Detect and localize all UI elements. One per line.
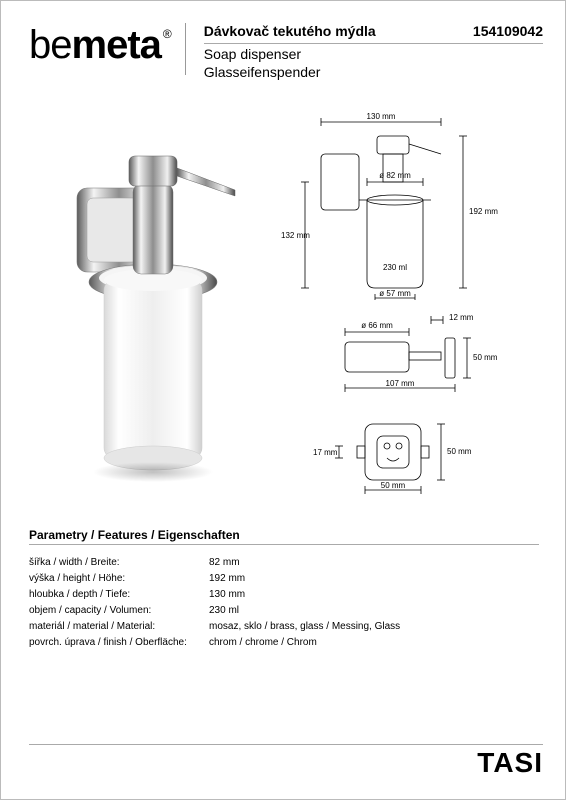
- diagrams-column: 130 mm ø 82 mm 192 mm 132 mm 230 ml ø 57…: [275, 110, 543, 500]
- diagram-front: 130 mm ø 82 mm 192 mm 132 mm 230 ml ø 57…: [281, 110, 511, 300]
- dim-width-top: 130 mm: [367, 112, 396, 121]
- feature-label: povrch. úprava / finish / Oberfläche:: [29, 635, 209, 651]
- title-block: Dávkovač tekutého mýdla 154109042 Soap d…: [204, 23, 543, 80]
- sku-number: 154109042: [473, 23, 543, 39]
- product-photo: [29, 110, 269, 500]
- brand-part1: Be: [29, 23, 72, 68]
- feature-label: šířka / width / Breite:: [29, 555, 209, 571]
- series-name: TASI: [477, 747, 543, 779]
- dim-dia-bottom: ø 57 mm: [379, 289, 411, 298]
- footer-rule: [29, 744, 543, 745]
- diagram-top: 12 mm ø 66 mm 50 mm 107 mm: [281, 312, 511, 394]
- feature-row: povrch. úprava / finish / Oberfläche:chr…: [29, 635, 543, 651]
- dim-plateh: 50 mm: [473, 353, 498, 362]
- dim-height-body: 132 mm: [281, 231, 310, 240]
- feature-row: materiál / material / Material:mosaz, sk…: [29, 619, 543, 635]
- feature-label: hloubka / depth / Tiefe:: [29, 587, 209, 603]
- feature-value: 192 mm: [209, 571, 543, 587]
- feature-value: 230 ml: [209, 603, 543, 619]
- feature-value: 130 mm: [209, 587, 543, 603]
- feature-row: šířka / width / Breite:82 mm: [29, 555, 543, 571]
- brand-reg: ®: [163, 27, 171, 41]
- title-row-1: Dávkovač tekutého mýdla 154109042: [204, 23, 543, 39]
- content-area: 130 mm ø 82 mm 192 mm 132 mm 230 ml ø 57…: [29, 110, 543, 500]
- feature-value: chrom / chrome / Chrom: [209, 635, 543, 651]
- footer: TASI: [29, 744, 543, 779]
- dim-dia66: ø 66 mm: [361, 321, 393, 330]
- features-rule: [29, 544, 539, 545]
- feature-row: objem / capacity / Volumen:230 ml: [29, 603, 543, 619]
- dim-height-total: 192 mm: [469, 207, 498, 216]
- feature-row: hloubka / depth / Tiefe:130 mm: [29, 587, 543, 603]
- feature-label: materiál / material / Material:: [29, 619, 209, 635]
- dim-dia-top: ø 82 mm: [379, 171, 411, 180]
- photo-svg: [29, 110, 269, 500]
- dim-side: 50 mm: [447, 447, 472, 456]
- dim-tube: 12 mm: [449, 313, 474, 322]
- dim-tab: 17 mm: [313, 448, 338, 457]
- header-rule: [204, 43, 543, 44]
- title-cz: Dávkovač tekutého mýdla: [204, 23, 376, 39]
- footer-row: TASI: [29, 747, 543, 779]
- brand-part2: meta: [72, 23, 161, 68]
- title-en: Soap dispenser: [204, 46, 543, 62]
- title-de: Glasseifenspender: [204, 64, 543, 80]
- dim-bottom: 50 mm: [381, 481, 406, 490]
- header-divider: [185, 23, 186, 75]
- feature-value: 82 mm: [209, 555, 543, 571]
- feature-label: výška / height / Höhe:: [29, 571, 209, 587]
- brand-logo: Bemeta®: [29, 23, 171, 68]
- features-section: Parametry / Features / Eigenschaften šíř…: [29, 528, 543, 651]
- feature-row: výška / height / Höhe:192 mm: [29, 571, 543, 587]
- header: Bemeta® Dávkovač tekutého mýdla 15410904…: [29, 23, 543, 80]
- product-sheet: Bemeta® Dávkovač tekutého mýdla 15410904…: [0, 0, 566, 800]
- dim-depth: 107 mm: [386, 379, 415, 388]
- feature-value: mosaz, sklo / brass, glass / Messing, Gl…: [209, 619, 543, 635]
- features-heading: Parametry / Features / Eigenschaften: [29, 528, 543, 542]
- diagram-mount: 17 mm 50 mm 50 mm: [281, 406, 511, 496]
- feature-label: objem / capacity / Volumen:: [29, 603, 209, 619]
- dim-capacity: 230 ml: [383, 263, 407, 272]
